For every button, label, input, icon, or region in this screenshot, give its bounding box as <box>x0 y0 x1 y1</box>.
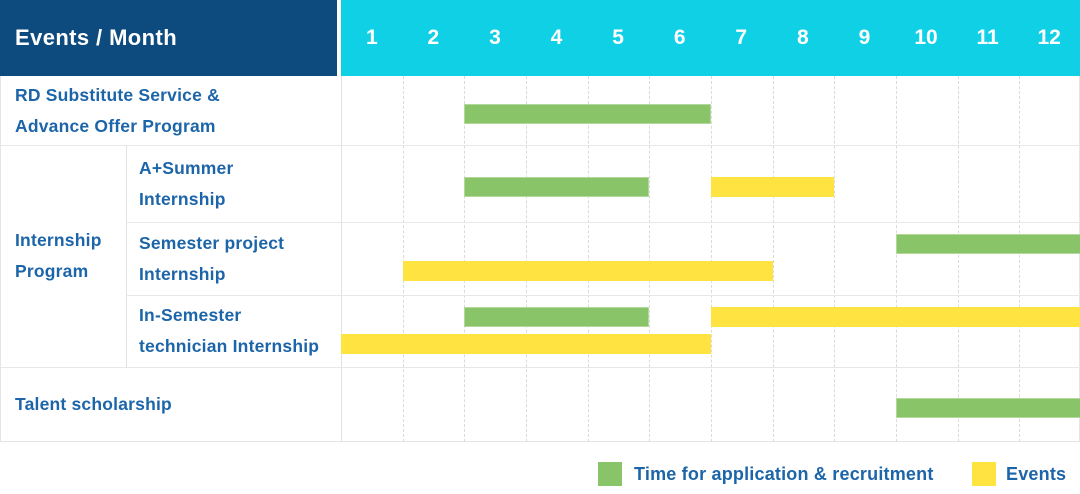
legend: Time for application & recruitment Event… <box>0 442 1080 494</box>
month-gridline <box>587 76 589 442</box>
row-separator <box>1 367 1080 368</box>
row-separator <box>126 295 1080 296</box>
row-label-line: Internship <box>139 188 226 209</box>
group-label-internship-program: Internship Program <box>1 145 126 367</box>
corner-header-label: Events / Month <box>15 25 178 50</box>
month-header-cell-10: 10 <box>914 26 938 49</box>
corner-header-cell: Events / Month <box>0 0 337 76</box>
month-header-cell-11: 11 <box>976 26 999 49</box>
month-gridline <box>957 76 959 442</box>
row-label-line: Semester project <box>139 232 285 253</box>
month-header-cell-3: 3 <box>489 26 501 49</box>
month-gridline <box>896 76 897 442</box>
row-label-line: Internship <box>139 263 226 284</box>
group-label-divider <box>126 145 127 367</box>
gantt-bar-event <box>341 334 711 354</box>
month-header-cell-4: 4 <box>550 26 563 49</box>
month-header-cell-9: 9 <box>858 26 871 49</box>
row-label-line: Talent scholarship <box>15 394 172 414</box>
month-header-cell-12: 12 <box>1037 26 1061 49</box>
legend-swatch-application <box>598 462 622 486</box>
month-header-cell-6: 6 <box>673 26 686 49</box>
row-label-line: In-Semester <box>139 305 242 325</box>
legend-label-event: Events <box>1006 464 1067 484</box>
gantt-bar-application <box>464 307 650 327</box>
row-label-4: Talent scholarship <box>1 367 341 442</box>
row-label-3: In-Semester technician Internship <box>126 295 341 367</box>
row-separator <box>1 145 1080 146</box>
row-label-2: Semester project Internship <box>126 222 341 295</box>
gantt-bar-event <box>402 261 773 281</box>
group-label-line: Program <box>15 261 89 281</box>
month-header-cell-1: 1 <box>365 26 378 49</box>
gantt-bar-application <box>464 103 711 124</box>
gantt-bar-event <box>711 176 835 197</box>
month-header-cell-5: 5 <box>612 26 624 49</box>
legend-label-application: Time for application & recruitment <box>634 464 934 484</box>
months-header: 1 2 3 4 5 6 7 8 9 10 11 12 <box>341 0 1080 76</box>
row-separator <box>126 222 1080 223</box>
month-gridline <box>834 76 836 442</box>
month-gridline <box>711 76 712 442</box>
month-header-cell-2: 2 <box>427 26 440 49</box>
row-label-line: A+Summer <box>139 157 234 178</box>
legend-swatch-event <box>972 462 996 486</box>
month-gridline <box>402 76 404 442</box>
row-label-0: RD Substitute Service & Advance Offer Pro… <box>1 76 341 145</box>
gantt-bar-application <box>464 176 650 197</box>
gantt-bar-application <box>896 234 1080 254</box>
month-gridline <box>772 76 774 442</box>
row-label-line: Advance Offer Program <box>15 115 216 136</box>
month-gridline <box>464 76 466 442</box>
gantt-bar-application <box>896 397 1080 418</box>
month-gridline <box>1019 76 1021 442</box>
row-label-line: technician Internship <box>139 336 320 356</box>
gantt-bar-event <box>711 307 1080 327</box>
row-label-1: A+Summer Internship <box>126 145 341 222</box>
month-header-cell-7: 7 <box>735 26 748 49</box>
group-label-line: Internship <box>15 230 102 250</box>
table-body: Internship Program RD Substitute Service &… <box>0 76 1080 442</box>
month-gridline <box>649 76 651 442</box>
row-label-line: RD Substitute Service & <box>15 84 220 105</box>
label-grid-divider <box>341 76 342 442</box>
month-gridline <box>526 76 527 442</box>
month-header-cell-8: 8 <box>796 26 809 49</box>
